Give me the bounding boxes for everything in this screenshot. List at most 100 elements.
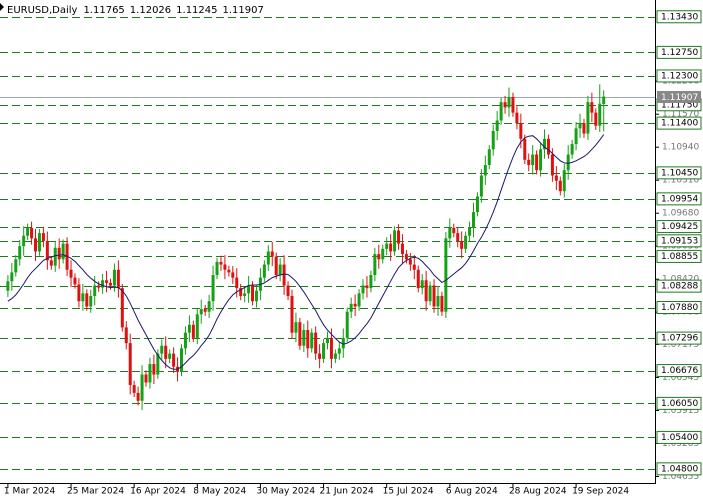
level-label-box [656,462,702,476]
candle-body [164,345,168,359]
candle-body [543,138,547,150]
candle-body [294,322,298,333]
candle-body [140,374,144,401]
level-label: 1.04800 [661,464,698,474]
candle-body [574,128,578,145]
candle-body [511,96,515,113]
candle-body [53,247,57,266]
candle-body [302,330,306,346]
candle-body [400,243,404,255]
x-tick-label: 6 Aug 2024 [446,487,498,497]
candle-body [594,112,598,126]
y-tick-label: 1.04655 [662,472,699,482]
candle-body [471,212,475,228]
candle-body [203,309,207,312]
level-label-box [656,10,702,24]
candle-body [353,303,357,307]
candle-body [282,264,286,286]
candle-body [432,285,436,307]
header-high: 1.12026 [130,5,171,16]
candle-body [57,247,61,260]
candle-body [329,337,333,359]
level-label: 1.05400 [661,433,698,443]
candle-body [448,227,452,239]
candle-body [464,235,468,249]
candle-body [85,293,89,307]
candle-body [562,170,566,192]
header-low: 1.11245 [176,5,217,16]
candle-body [460,240,464,249]
level-label-box [656,166,702,180]
level-label-box [656,69,702,83]
candle-body [223,264,227,270]
candle-body [408,259,412,265]
candle-body [132,385,136,393]
y-tick-label: 1.10940 [662,143,699,153]
candle-body [539,149,543,171]
candle-body [389,243,393,252]
level-label-box [656,249,702,263]
level-label-box [656,116,702,130]
candle-body [191,324,195,338]
y-tick-label: 1.07175 [662,340,699,350]
level-label-box [656,430,702,444]
candle-body [326,337,329,344]
level-label: 1.08288 [661,282,698,292]
candle-body [566,154,570,171]
candle-body [519,123,523,139]
candle-body [365,285,369,289]
candle-body [322,343,326,359]
candle-body [424,280,428,302]
candle-body [14,259,18,273]
candle-body [598,103,602,126]
candle-body [345,311,349,338]
x-tick-label: 30 May 2024 [256,487,315,497]
symbol-timeframe: EURUSD,Daily [7,5,78,16]
level-label: 1.09954 [661,194,698,204]
candle-body [168,353,172,359]
candle-body [160,345,164,354]
candle-body [404,254,408,260]
candle-body [369,275,373,289]
level-label-box [656,45,702,59]
candle-body [361,285,365,294]
candle-body [298,322,302,346]
level-label-box [656,192,702,206]
level-label-box [656,396,702,410]
candle-body [523,138,527,160]
candle-body [468,227,472,236]
candle-body [349,303,353,312]
level-label-box [656,331,702,345]
candle-body [136,392,140,401]
candle-body [507,96,511,108]
candle-body [385,243,389,249]
candle-body [61,243,65,260]
candle-body [456,233,460,241]
candle-body [128,343,132,386]
level-label: 1.12300 [661,71,698,81]
candle-body [227,269,231,273]
x-tick-label: 21 Jun 2024 [320,487,374,497]
level-label: 1.06050 [661,399,698,409]
level-label: 1.09153 [661,236,698,246]
candle-body [373,254,377,276]
candle-body [333,353,337,359]
candle-body [487,149,491,166]
candle-body [251,285,255,302]
level-label: 1.11750 [661,100,698,110]
candle-body [231,272,235,278]
candle-body [377,254,381,260]
x-tick-label: 1 Mar 2024 [4,487,56,497]
candle-body [77,284,81,302]
candle-body [6,281,10,291]
candle-body [97,285,101,288]
candle-body [148,364,152,383]
candle-body [286,285,290,296]
candle-body [45,240,49,261]
candle-body [105,280,109,283]
candle-body [440,295,444,312]
level-label: 1.13430 [661,12,698,22]
candle-body [10,272,14,282]
candle-body [41,233,45,241]
